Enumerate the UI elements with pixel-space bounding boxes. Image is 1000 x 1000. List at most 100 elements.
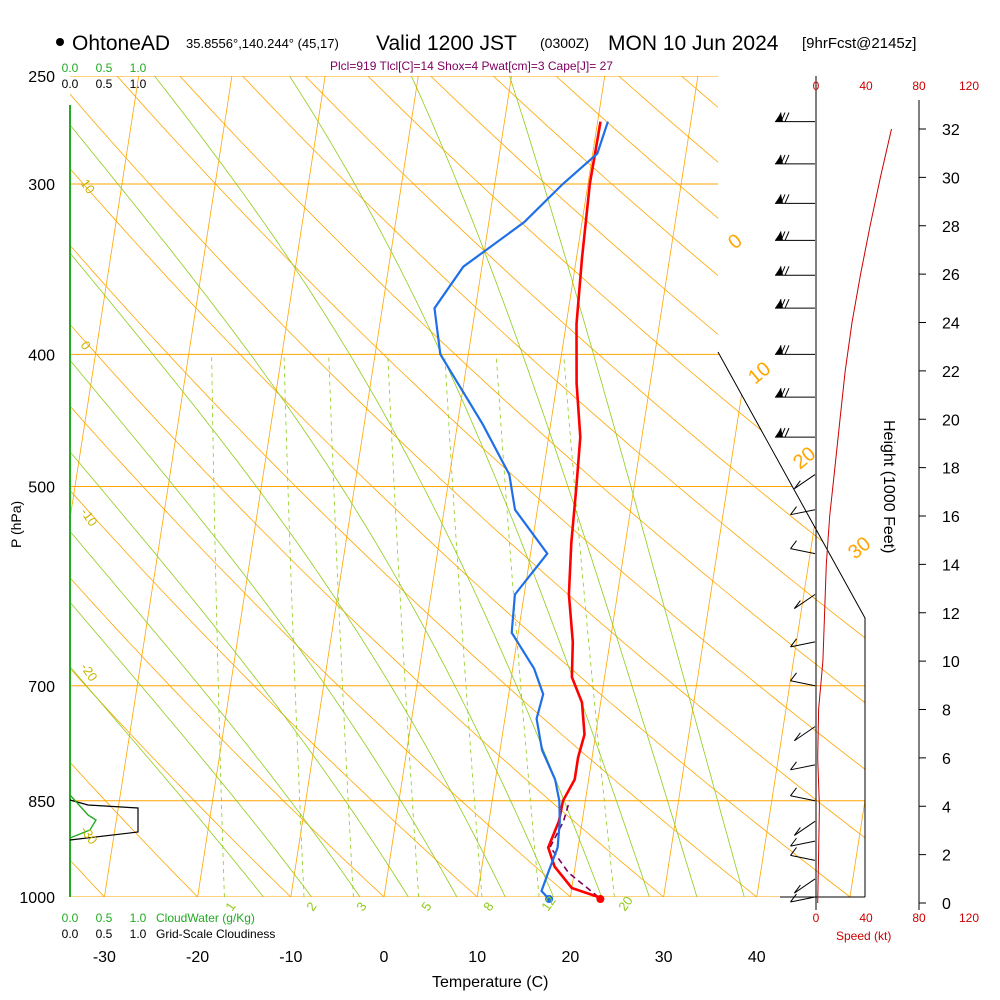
wind-barb <box>793 594 816 610</box>
barb-shaft <box>794 878 816 894</box>
cloudwater-tick-bottom: 0.5 <box>96 911 113 925</box>
barb-feather <box>790 638 797 648</box>
pressure-tick-label: 850 <box>28 794 55 811</box>
isotherm-line <box>383 76 512 897</box>
dry-adiabat-line <box>70 76 322 897</box>
cloudiness-tick-top: 0.0 <box>62 77 79 91</box>
barb-feather <box>790 761 797 771</box>
utc-time: (0300Z) <box>540 35 589 51</box>
isotherm-line <box>70 76 140 897</box>
barb-shaft <box>790 795 816 802</box>
isotherm-line <box>290 76 419 897</box>
wind-barb <box>793 474 816 490</box>
moist-adiabat-line <box>70 76 567 897</box>
dry-adiabat-line <box>70 76 865 897</box>
dry-adiabat-line <box>70 76 605 897</box>
dry-adiabat-line <box>70 76 133 897</box>
barb-feather <box>784 231 790 241</box>
grid-layer <box>69 76 866 897</box>
moist-adiabat-line <box>70 76 287 897</box>
barb-feather <box>784 345 790 355</box>
cloudwater-tick-top: 0.5 <box>96 61 113 75</box>
wind-barb <box>790 761 816 771</box>
isotherm-line <box>197 76 326 897</box>
barb-feather <box>790 787 797 797</box>
barb-shaft <box>794 820 816 836</box>
barb-shaft <box>794 594 816 610</box>
indices-line: Plcl=919 Tlcl[C]=14 Shox=4 Pwat[cm]=3 Ca… <box>330 59 613 73</box>
barb-shaft <box>794 726 816 742</box>
mixing-ratio-line <box>495 354 540 897</box>
moist-adiabat-line <box>70 76 380 897</box>
speed-tick-bottom: 120 <box>959 911 979 925</box>
barb-feather <box>790 893 797 903</box>
barb-feather <box>784 387 790 398</box>
wind-barb <box>790 540 816 555</box>
cloudiness-tick-bottom: 1.0 <box>130 927 147 941</box>
moist-adiabat-line <box>70 76 427 897</box>
surface-temperature-point <box>596 895 605 903</box>
x-tick-label: 0 <box>380 949 389 966</box>
height-tick-label: 4 <box>942 799 951 816</box>
barb-pennant <box>775 112 783 122</box>
barb-shaft <box>790 764 816 771</box>
wind-barb <box>775 427 815 438</box>
mixing-ratio-line <box>211 354 225 897</box>
moist-adiabat-line <box>70 76 520 897</box>
dry-adiabat-line <box>70 76 700 897</box>
mixing-ratio-line <box>444 354 483 897</box>
isotherm-line <box>476 76 606 897</box>
height-tick-label: 28 <box>942 219 960 236</box>
x-tick-label: 10 <box>468 949 486 966</box>
wind-barb <box>775 345 815 355</box>
speed-tick-bottom: 0 <box>813 911 820 925</box>
barb-feather <box>790 506 797 515</box>
station-marker-icon <box>56 38 64 46</box>
barb-shaft <box>790 548 816 555</box>
speed-panel: 0040408080120120024681012141618202224262… <box>780 76 979 925</box>
labels-layer: -30 -20 -10 0 10 20 30 402503004005007008501000… <box>19 61 875 966</box>
wind-barb <box>790 847 816 861</box>
barb-shaft <box>794 474 816 490</box>
forecast-label: [9hrFcst@2145z] <box>802 35 916 52</box>
barb-feather <box>784 154 790 165</box>
height-tick-label: 20 <box>942 412 960 429</box>
cloudwater-tick-top: 0.0 <box>62 61 79 75</box>
speed-tick-bottom: 80 <box>912 911 926 925</box>
barb-feather <box>793 480 801 489</box>
x-tick-label: -20 <box>186 949 209 966</box>
wind-barb <box>793 878 816 894</box>
pressure-tick-label: 1000 <box>19 890 55 907</box>
moist-adiabat-line <box>70 76 334 897</box>
cloudiness-tick-bottom: 0.0 <box>62 927 79 941</box>
height-tick-label: 12 <box>942 606 960 623</box>
height-tick-label: 8 <box>942 703 951 720</box>
moist-adiabat-line <box>70 76 474 897</box>
mixing-ratio-label: 2 <box>303 899 319 914</box>
cloudiness-tick-top: 1.0 <box>130 77 147 91</box>
barb-shaft <box>790 509 816 516</box>
barb-feather <box>790 847 797 856</box>
height-tick-label: 0 <box>942 896 951 913</box>
dry-adiabat-line <box>157 76 865 897</box>
x-tick-label: -10 <box>279 949 302 966</box>
dry-adiabat-line <box>70 76 227 897</box>
dry-adiabat-line <box>343 76 865 897</box>
isotherm-line <box>104 76 233 897</box>
dry-adiabat-line <box>467 76 865 897</box>
adiabat-label: -30 <box>78 823 101 847</box>
surface-dewpoint-point <box>545 895 554 903</box>
barb-pennant <box>775 266 783 276</box>
x-tick-label: -30 <box>93 949 116 966</box>
adiabat-label: 10 <box>744 358 775 389</box>
mixing-ratio-label: 12 <box>538 893 559 913</box>
moist-adiabat-line <box>135 76 613 897</box>
wind-barb <box>790 672 816 687</box>
wind-barb <box>790 638 816 648</box>
pressure-tick-label: 700 <box>28 679 55 696</box>
barb-pennant <box>775 299 783 309</box>
speed-axis-title: Speed (kt) <box>836 929 891 943</box>
wind-barb <box>793 820 816 836</box>
mixing-ratio-label: 8 <box>480 899 496 914</box>
barb-shaft <box>790 641 816 648</box>
